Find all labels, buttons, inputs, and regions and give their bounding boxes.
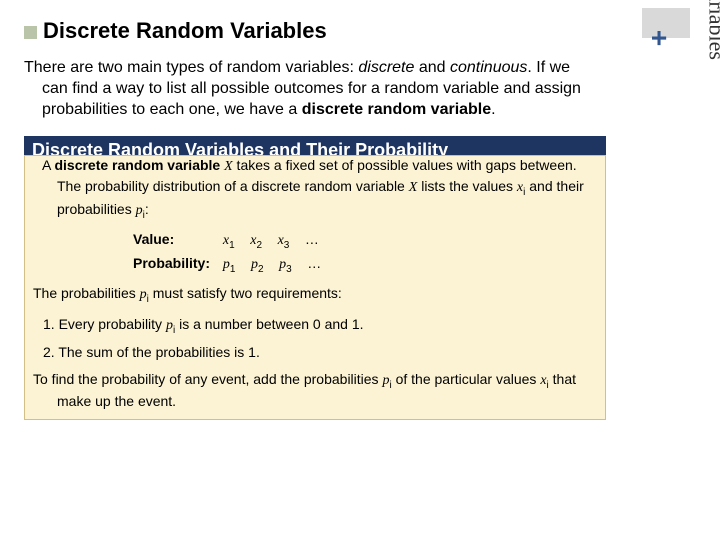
- fa: To find the probability of any event, ad…: [33, 371, 382, 387]
- defn-p1: A discrete random variable X takes a fix…: [33, 156, 597, 221]
- dp1a: A: [42, 157, 54, 173]
- fb: of the particular values: [392, 371, 541, 387]
- xdots: …: [305, 231, 319, 247]
- intro-discrete: discrete: [358, 59, 414, 76]
- requirements-intro: The probabilities pi must satisfy two re…: [33, 284, 597, 306]
- find-probability-line: To find the probability of any event, ad…: [33, 370, 597, 411]
- intro-drv: discrete random variable: [302, 101, 491, 118]
- dp1pi: p: [136, 203, 143, 218]
- plus-icon: +: [643, 30, 675, 46]
- x3s: 3: [284, 240, 290, 251]
- dp1d: lists the values: [417, 178, 517, 194]
- p2s: 2: [258, 264, 264, 275]
- requirement-2: 2. The sum of the probabilities is 1.: [43, 343, 597, 362]
- r1a: 1. Every probability: [43, 316, 166, 332]
- intro-t2: and: [414, 59, 450, 76]
- title-first-word: Discrete: [43, 18, 130, 43]
- definition-box: Discrete Random Variables and Their Prob…: [24, 136, 606, 420]
- intro-t1: There are two main types of random varia…: [24, 59, 358, 76]
- p2: p: [251, 257, 258, 272]
- ria: The probabilities: [33, 285, 140, 301]
- rib: must satisfy two requirements:: [149, 285, 342, 301]
- rip: p: [140, 287, 147, 302]
- requirement-1: 1. Every probability pi is a number betw…: [43, 315, 597, 337]
- intro-paragraph: There are two main types of random varia…: [24, 58, 594, 120]
- value-row: Value: x1 x2 x3 …: [33, 230, 597, 252]
- probability-row: Probability: p1 p2 p3 …: [33, 254, 597, 276]
- slide-container: + Discrete and Continuous Random Variabl…: [0, 0, 720, 540]
- definition-body: A discrete random variable X takes a fix…: [24, 155, 606, 420]
- x1s: 1: [229, 240, 235, 251]
- dp1f: :: [145, 201, 149, 217]
- dp1b: discrete random variable: [54, 157, 224, 173]
- r1b: is a number between 0 and 1.: [175, 316, 363, 332]
- p3s: 3: [286, 264, 292, 275]
- p1s: 1: [230, 264, 236, 275]
- p1: p: [223, 257, 230, 272]
- title-rest: Random Variables: [130, 18, 327, 43]
- r1p: p: [166, 318, 173, 333]
- bullet-square-icon: [24, 26, 37, 39]
- intro-continuous: continuous: [450, 59, 527, 76]
- probability-label: Probability:: [133, 254, 219, 273]
- intro-t4: .: [491, 101, 495, 118]
- pdots: …: [307, 255, 321, 271]
- page-title: Discrete Random Variables: [24, 18, 648, 44]
- vertical-section-title: Discrete and Continuous Random Variables: [704, 0, 720, 60]
- dp1x: X: [224, 159, 233, 174]
- x2s: 2: [256, 240, 262, 251]
- value-label: Value:: [133, 230, 219, 249]
